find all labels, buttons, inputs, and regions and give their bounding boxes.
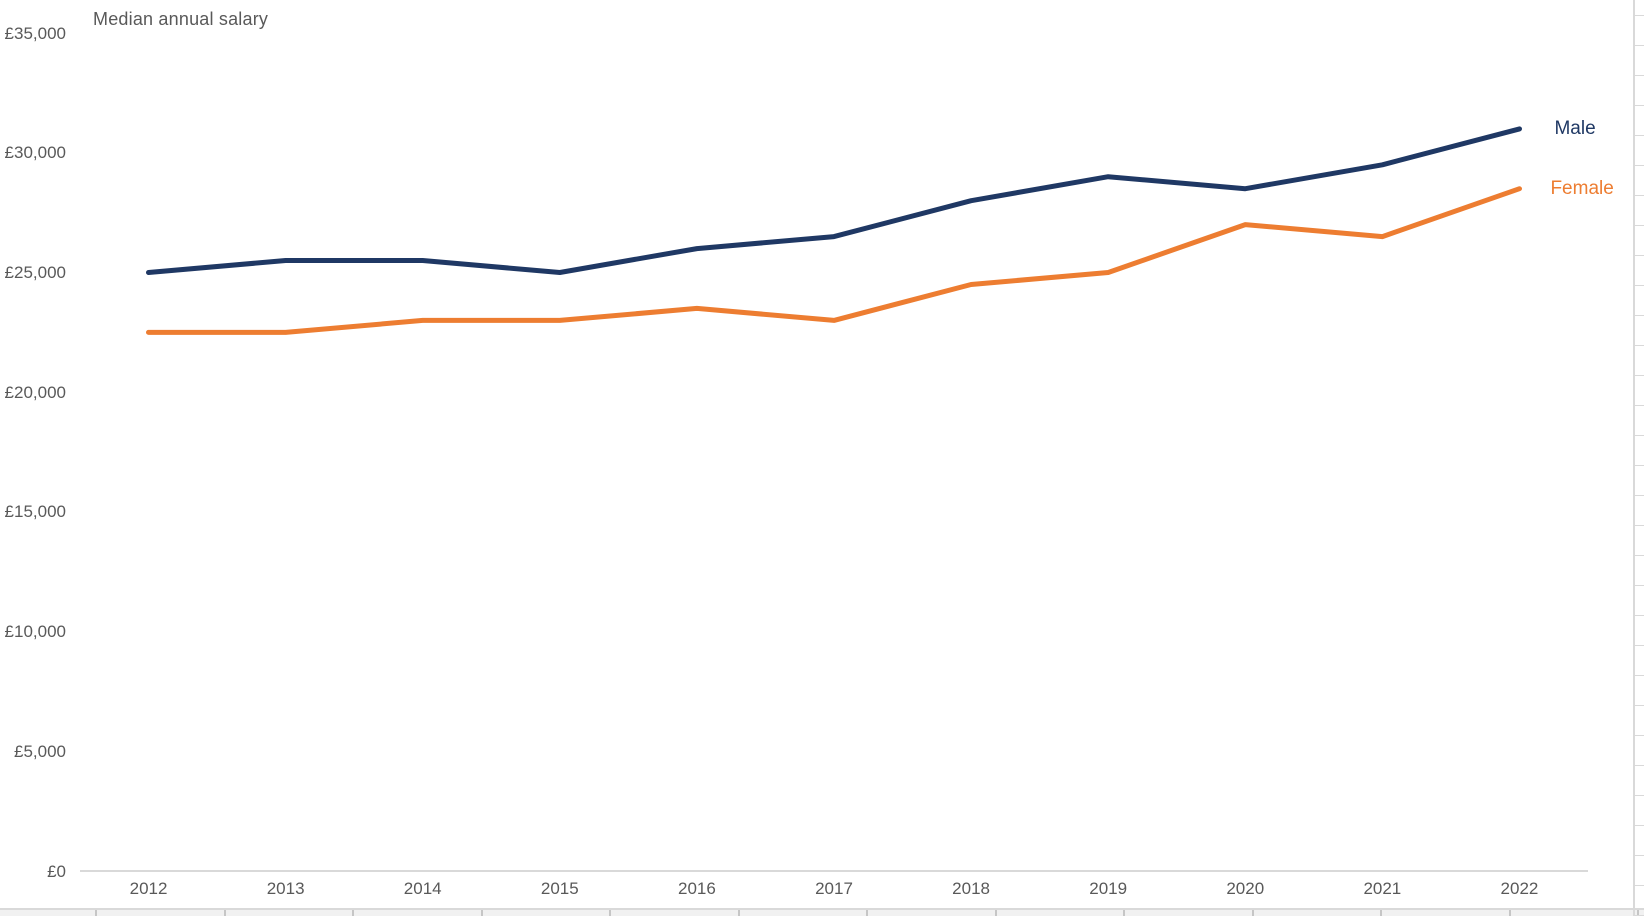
x-axis-tick-label: 2016 — [677, 879, 716, 898]
y-axis-tick-label: £25,000 — [4, 263, 66, 282]
x-axis-tick-label: 2014 — [403, 879, 442, 898]
y-axis-tick-label: £15,000 — [4, 502, 66, 522]
x-axis-tick-label: 2019 — [1089, 879, 1128, 898]
series-line-female — [146, 186, 1522, 335]
chart-title: Median annual salary — [93, 9, 269, 29]
y-axis-tick-label: £0 — [47, 861, 66, 881]
series-label-female: Female — [1550, 178, 1614, 200]
series-line-male — [146, 126, 1522, 275]
x-axis-tick-label: 2022 — [1500, 879, 1539, 898]
spreadsheet-bottom-strip — [0, 909, 1644, 916]
x-axis-tick-label: 2021 — [1363, 879, 1402, 898]
x-axis-tick-label: 2017 — [815, 879, 853, 898]
x-axis-tick-label: 2012 — [129, 879, 168, 898]
x-axis-tick-label: 2015 — [540, 879, 579, 898]
y-axis-tick-label: £5,000 — [14, 741, 66, 761]
y-axis-tick-label: £20,000 — [4, 382, 66, 402]
y-axis-tick-label: £35,000 — [4, 23, 66, 43]
y-axis-tick-label: £10,000 — [4, 622, 66, 642]
x-axis-tick-label: 2020 — [1226, 879, 1265, 898]
x-axis-tick-label: 2018 — [952, 879, 990, 898]
series-label-male: Male — [1554, 118, 1596, 140]
y-axis-tick-label: £30,000 — [4, 143, 66, 163]
x-axis-tick-label: 2013 — [266, 879, 305, 898]
